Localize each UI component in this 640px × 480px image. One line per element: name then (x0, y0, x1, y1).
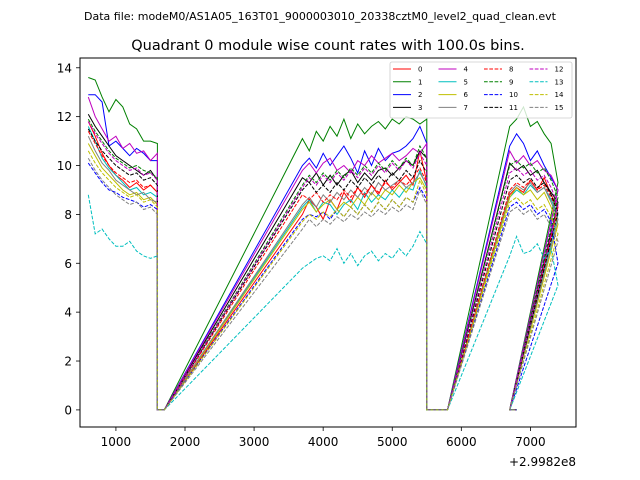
series-line-3 (87, 113, 559, 411)
legend-label-3: 3 (418, 104, 422, 112)
series-layer (87, 77, 559, 411)
y-tick-label: 6 (64, 257, 72, 271)
x-tick-label: 4000 (308, 435, 339, 449)
legend-label-13: 13 (555, 78, 564, 86)
legend-label-7: 7 (464, 104, 468, 112)
legend-label-8: 8 (509, 66, 513, 74)
y-tick-label: 2 (64, 355, 72, 369)
y-tick-label: 4 (64, 306, 72, 320)
series-line-7 (87, 135, 559, 411)
legend-label-9: 9 (509, 78, 513, 86)
legend-box (389, 61, 573, 119)
x-tick-label: 5000 (377, 435, 408, 449)
series-line-6 (87, 143, 559, 411)
legend-label-15: 15 (555, 104, 564, 112)
x-tick-label: 3000 (239, 435, 270, 449)
legend-label-6: 6 (464, 91, 469, 99)
chart-suptitle: Data file: modeM0/AS1A05_163T01_90000030… (84, 10, 557, 23)
series-line-8 (87, 131, 559, 411)
legend-label-10: 10 (509, 91, 518, 99)
chart-title: Quadrant 0 module wise count rates with … (131, 38, 525, 54)
series-line-13 (87, 194, 559, 411)
legend-label-4: 4 (464, 66, 469, 74)
series-line-10 (87, 162, 559, 411)
y-tick-label: 0 (64, 403, 72, 417)
series-line-12 (87, 121, 559, 411)
y-tick-label: 14 (57, 61, 72, 75)
x-tick-label: 7000 (515, 435, 546, 449)
series-line-0 (87, 121, 559, 411)
series-line-9 (87, 118, 559, 411)
legend-label-12: 12 (555, 66, 564, 74)
series-line-4 (87, 96, 559, 411)
series-line-15 (87, 157, 559, 411)
y-tick-label: 12 (57, 110, 72, 124)
legend-label-1: 1 (418, 78, 422, 86)
x-offset-label: +2.9982e8 (509, 455, 576, 469)
series-line-2 (88, 94, 559, 411)
series-line-14 (87, 150, 559, 411)
plot-frame (79, 57, 577, 428)
legend-label-2: 2 (418, 91, 422, 99)
legend-label-5: 5 (464, 78, 468, 86)
x-tick-label: 6000 (446, 435, 477, 449)
y-tick-label: 10 (57, 159, 72, 173)
y-tick-label: 8 (64, 208, 72, 222)
x-tick-label: 2000 (170, 435, 201, 449)
legend-label-14: 14 (555, 91, 564, 99)
x-tick-label: 1000 (101, 435, 132, 449)
legend-label-11: 11 (509, 104, 518, 112)
legend-label-0: 0 (418, 66, 422, 74)
series-line-11 (87, 128, 559, 411)
